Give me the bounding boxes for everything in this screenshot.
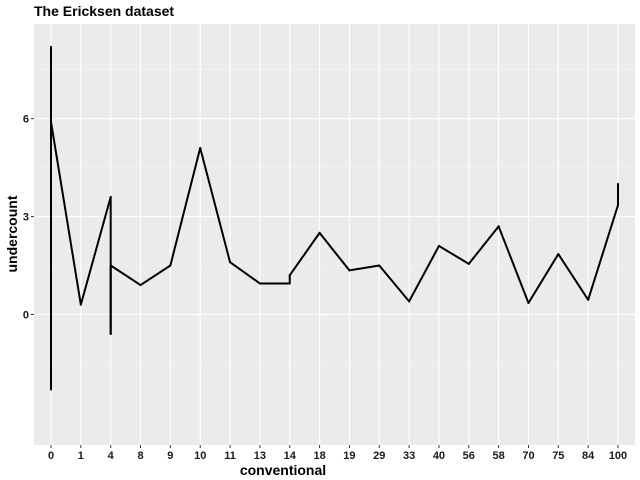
x-tick-label: 84 (582, 450, 595, 462)
series-line-segment (467, 225, 500, 265)
series-line-segment (348, 264, 381, 272)
x-tick-label: 13 (254, 450, 266, 462)
x-tick-label: 33 (403, 450, 415, 462)
series-line-segment (557, 253, 590, 301)
series-line-segment (79, 195, 112, 306)
series-line-segment (378, 264, 411, 303)
x-tick-label: 29 (373, 450, 385, 462)
y-tick-label: 3 (23, 212, 29, 224)
x-tick-label: 9 (167, 450, 173, 462)
x-tick-label: 10 (194, 450, 206, 462)
series-line-segment (109, 264, 142, 287)
series-line-segment (437, 244, 470, 265)
x-tick-label: 4 (108, 450, 115, 462)
series-line-segment (318, 231, 351, 272)
series-layer (50, 45, 619, 391)
y-axis: 0 3 6 (23, 114, 34, 321)
x-tick-label: 56 (463, 450, 475, 462)
x-tick-label: 40 (433, 450, 445, 462)
y-axis-title: undercount (4, 195, 20, 272)
x-tick-label: 1 (78, 450, 84, 462)
y-tick-label: 0 (23, 309, 29, 321)
series-line-segment (50, 120, 82, 306)
x-tick-label: 19 (343, 450, 355, 462)
x-tick-label: 18 (313, 450, 325, 462)
series-line-segment (587, 204, 619, 301)
x-tick-label: 14 (284, 450, 297, 462)
plot-panel (34, 24, 635, 445)
x-tick-label: 100 (609, 450, 627, 462)
grid-minor (34, 69, 635, 364)
series-line-segment (139, 264, 172, 287)
series-line-segment (527, 253, 560, 305)
series-line-segment (229, 261, 261, 285)
chart-title: The Ericksen dataset (34, 3, 174, 19)
series-line-segment (288, 231, 321, 277)
x-tick-label: 75 (552, 450, 564, 462)
x-tick-label: 0 (48, 450, 54, 462)
x-tick-label: 58 (493, 450, 505, 462)
series-line-segment (169, 147, 202, 267)
series-line-segment (497, 225, 530, 305)
x-tick-label: 70 (522, 450, 534, 462)
series-line-segment (408, 244, 440, 303)
series-line-segment (199, 147, 232, 264)
x-axis-title: conventional (240, 462, 326, 478)
x-axis: 0 1 4 8 9 10 11 13 14 18 19 29 33 40 56 58 70 75 84 100 (48, 445, 627, 462)
x-tick-label: 8 (137, 450, 143, 462)
y-tick-label: 6 (23, 114, 29, 126)
x-tick-label: 11 (224, 450, 236, 462)
grid-major (34, 24, 635, 445)
